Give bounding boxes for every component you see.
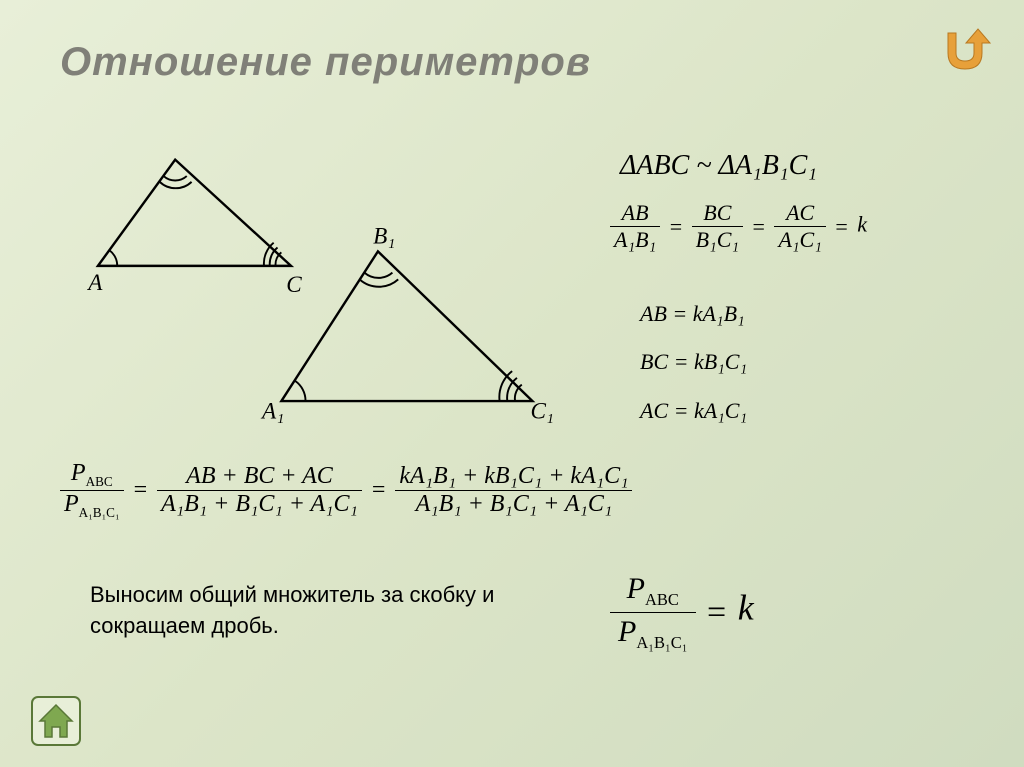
home-icon — [30, 695, 82, 747]
vertex-B: B — [170, 150, 184, 156]
u-turn-icon — [936, 25, 994, 77]
result-equation: PABC PA₁B₁C₁ = k — [610, 570, 754, 655]
page-title: Отношение периметров — [60, 40, 591, 85]
vertex-A1: A₁ — [260, 398, 284, 424]
triangles-diagram: A B C A₁ B₁ C₁ — [60, 150, 580, 430]
explanation-text: Выносим общий множитель за скобку и сокр… — [90, 580, 550, 642]
perimeter-equation: PABC PA₁B₁C₁ = AB + BC + AC A₁B₁ + B₁C₁ … — [60, 460, 632, 521]
vertex-A: A — [86, 270, 103, 296]
side-equations: AB = kA₁B₁ BC = kB₁C₁ AC = kA₁C₁ — [640, 290, 747, 435]
vertex-C1: C₁ — [530, 398, 554, 424]
home-button[interactable] — [30, 695, 82, 747]
similarity-statement: ΔABC ~ ΔA₁B₁C₁ — [620, 150, 817, 182]
eq-AB: AB = kA₁B₁ — [640, 290, 747, 338]
vertex-B1: B₁ — [373, 224, 395, 250]
vertex-C: C — [286, 272, 302, 298]
back-button[interactable] — [936, 25, 994, 77]
eq-BC: BC = kB₁C₁ — [640, 338, 747, 386]
eq-AC: AC = kA₁C₁ — [640, 387, 747, 435]
ratio-equation: ABA₁B₁ = BCB₁C₁ = ACA₁C₁ = k — [610, 200, 867, 253]
